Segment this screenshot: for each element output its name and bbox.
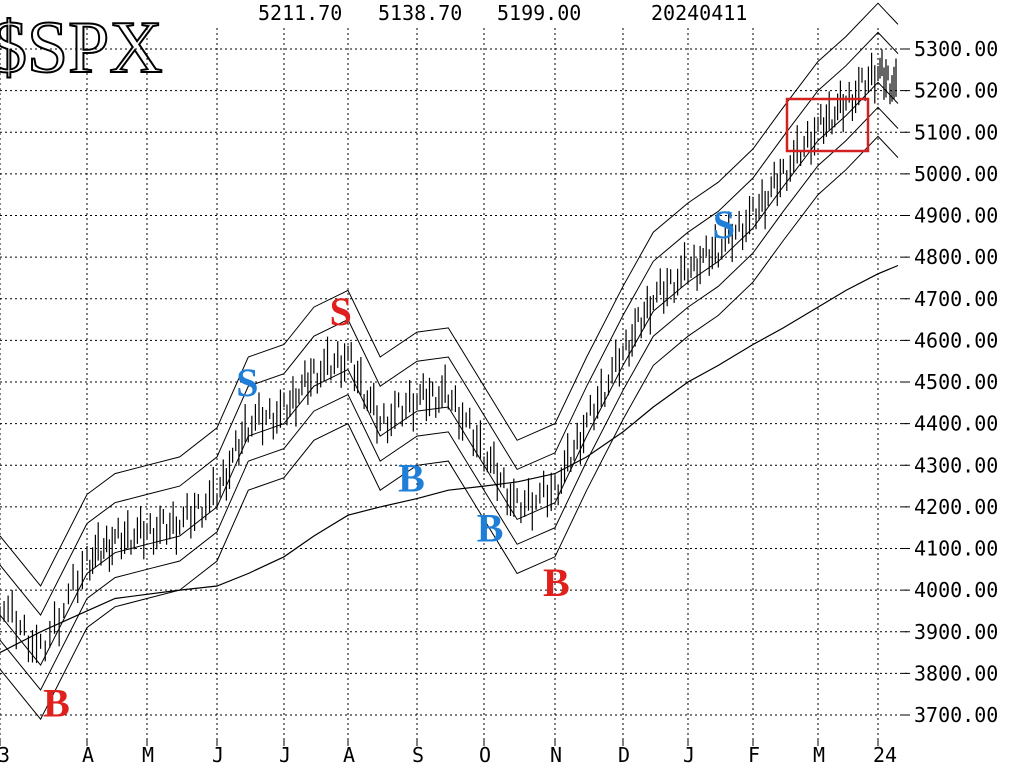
band-line	[0, 135, 899, 721]
y-tick-label: 4800.00	[914, 245, 998, 269]
chart-title: $SPX	[0, 7, 163, 89]
y-tick-label: 5300.00	[914, 37, 998, 61]
y-tick-label: 4500.00	[914, 370, 998, 394]
price-bands	[0, 2, 899, 721]
y-tick-label: 4400.00	[914, 412, 998, 436]
y-tick-label: 4900.00	[914, 204, 998, 228]
sell-signal: S	[236, 360, 258, 405]
y-axis: 5300.00 5200.00 5100.00 5000.00 4900.00 4800.…	[902, 37, 998, 727]
band-line	[0, 2, 899, 587]
x-tick-label: O	[479, 743, 491, 764]
x-tick-label: N	[550, 743, 562, 764]
x-tick-label: J	[279, 743, 291, 764]
x-tick-label: A	[82, 743, 94, 764]
x-tick-label: 23	[0, 743, 10, 764]
header-date: 20240411	[651, 1, 747, 25]
y-tick-label: 5200.00	[914, 79, 998, 103]
buy-signal: B	[43, 681, 70, 726]
y-tick-label: 3900.00	[914, 620, 998, 644]
moving-average	[0, 264, 899, 654]
y-tick-label: 4600.00	[914, 328, 998, 352]
header-low: 5138.70	[378, 1, 462, 25]
y-tick-label: 4200.00	[914, 495, 998, 519]
short-ma-line	[0, 81, 899, 667]
x-tick-label: M	[813, 743, 825, 764]
band-line	[0, 31, 899, 617]
x-tick-label: F	[748, 743, 760, 764]
y-tick-label: 4100.00	[914, 537, 998, 561]
y-tick-label: 4300.00	[914, 453, 998, 477]
ma-200-line	[0, 264, 899, 654]
y-tick-label: 4000.00	[914, 578, 998, 602]
x-axis: 23 A M J J A S O N D J F M 24	[0, 738, 897, 764]
buy-signal: B	[543, 560, 570, 605]
y-tick-label: 5100.00	[914, 120, 998, 144]
x-tick-label: A	[343, 743, 355, 764]
y-tick-label: 3800.00	[914, 661, 998, 685]
x-tick-label: M	[142, 743, 154, 764]
y-tick-label: 3700.00	[914, 703, 998, 727]
band-line	[0, 106, 899, 691]
x-tick-label: J	[212, 743, 224, 764]
x-tick-label: S	[412, 743, 424, 764]
header-high: 5211.70	[258, 1, 342, 25]
buy-signal: B	[398, 456, 425, 501]
price-bars	[0, 49, 897, 663]
y-tick-label: 4700.00	[914, 287, 998, 311]
x-tick-label: 24	[873, 743, 897, 764]
sell-signal: S	[713, 202, 735, 247]
buy-signal: B	[477, 506, 504, 551]
x-tick-label: D	[618, 743, 630, 764]
header-close: 5199.00	[497, 1, 581, 25]
y-tick-label: 5000.00	[914, 162, 998, 186]
sell-signal: S	[330, 289, 352, 334]
highlight-box	[785, 97, 870, 153]
chart-grid	[0, 28, 908, 740]
x-tick-label: J	[683, 743, 695, 764]
